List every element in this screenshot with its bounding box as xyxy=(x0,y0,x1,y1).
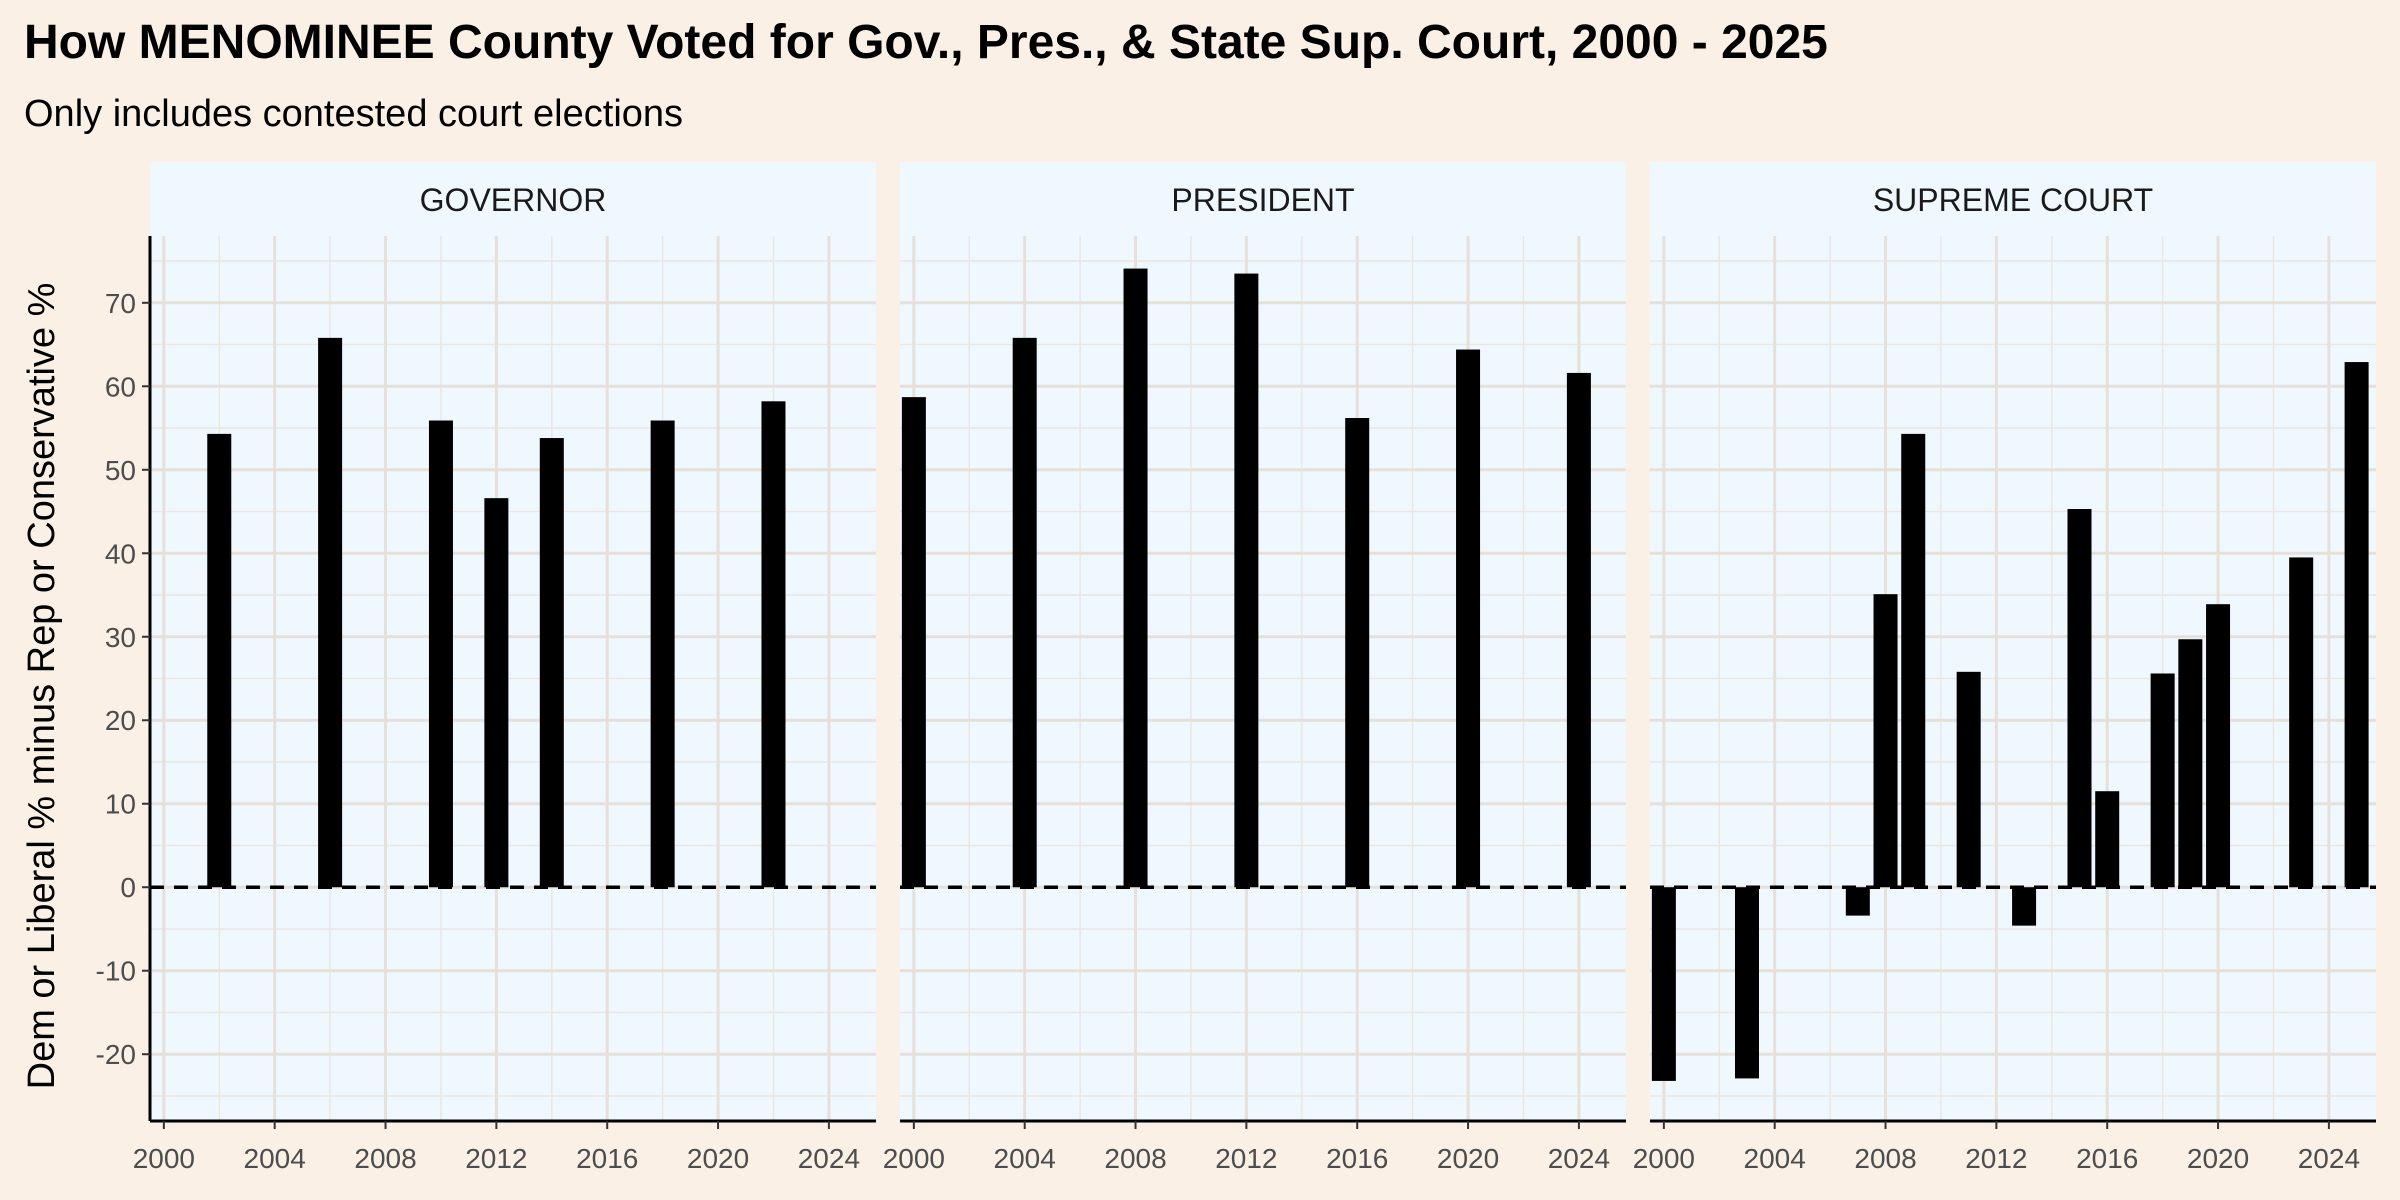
x-tick-label: 2016 xyxy=(1326,1143,1388,1174)
bar xyxy=(207,433,232,888)
bar xyxy=(1566,372,1591,888)
bar xyxy=(1456,349,1481,888)
x-tick-label: 2000 xyxy=(883,1143,945,1174)
bar xyxy=(2178,639,2203,888)
y-tick-label: 70 xyxy=(105,288,136,319)
facet-strip xyxy=(900,162,1626,236)
y-tick-label: 40 xyxy=(105,538,136,569)
x-tick-label: 2024 xyxy=(798,1143,860,1174)
x-tick-label: 2008 xyxy=(1854,1143,1916,1174)
y-axis-label: Dem or Liberal % minus Rep or Conservati… xyxy=(21,283,63,1090)
x-tick-label: 2004 xyxy=(244,1143,306,1174)
x-tick-label: 2024 xyxy=(2298,1143,2360,1174)
bar xyxy=(2150,673,2175,888)
bar xyxy=(2344,362,2369,888)
x-tick-label: 2020 xyxy=(687,1143,749,1174)
bar xyxy=(2067,509,2092,888)
bar xyxy=(1234,273,1259,888)
panel-president: PRESIDENT 2000 2004 2008 2012 2016 2020 2024 xyxy=(883,162,1626,1174)
bar xyxy=(1901,433,1926,888)
x-tick-label: 2004 xyxy=(994,1143,1056,1174)
facet-strip-label: SUPREME COURT xyxy=(1873,182,2153,218)
bar xyxy=(1651,887,1676,1081)
x-tick-label: 2000 xyxy=(133,1143,195,1174)
facet-strip-label: PRESIDENT xyxy=(1171,182,1354,218)
bar xyxy=(901,397,926,888)
y-tick-label: 10 xyxy=(105,789,136,820)
x-tick-label: 2008 xyxy=(1104,1143,1166,1174)
bar xyxy=(2095,791,2120,888)
y-tick-label: -10 xyxy=(96,956,136,987)
panels-layer: GOVERNOR 2000 2004 2008 2012 2016 2020 2024 -20 -… xyxy=(96,162,2376,1174)
chart-title: How MENOMINEE County Voted for Gov., Pre… xyxy=(24,16,1828,69)
bar xyxy=(539,438,564,888)
bar xyxy=(761,401,786,888)
panel-governor: GOVERNOR 2000 2004 2008 2012 2016 2020 2024 -20 -… xyxy=(96,162,876,1174)
bar xyxy=(1012,337,1037,888)
bar xyxy=(2289,557,2314,888)
bar xyxy=(1873,594,1898,888)
x-tick-label: 2016 xyxy=(576,1143,638,1174)
y-tick-label: 0 xyxy=(120,872,136,903)
chart-subtitle: Only includes contested court elections xyxy=(24,93,683,135)
x-tick-label: 2000 xyxy=(1633,1143,1695,1174)
x-tick-label: 2012 xyxy=(1215,1143,1277,1174)
y-tick-label: -20 xyxy=(96,1039,136,1070)
x-tick-label: 2012 xyxy=(1965,1143,2027,1174)
y-tick-label: 20 xyxy=(105,705,136,736)
facet-strip xyxy=(1650,162,2376,236)
bar xyxy=(484,498,509,888)
bar xyxy=(2206,604,2231,888)
y-tick-label: 30 xyxy=(105,622,136,653)
x-tick-label: 2004 xyxy=(1744,1143,1806,1174)
y-tick-label: 60 xyxy=(105,371,136,402)
x-tick-label: 2012 xyxy=(465,1143,527,1174)
panel-supreme-court: SUPREME COURT 2000 2004 2008 2012 2016 2020 202… xyxy=(1633,162,2376,1174)
y-tick-label: 50 xyxy=(105,455,136,486)
bar xyxy=(1956,671,1981,888)
x-tick-label: 2020 xyxy=(1437,1143,1499,1174)
facet-strip xyxy=(150,162,876,236)
bar xyxy=(1734,887,1759,1079)
bar xyxy=(1845,887,1870,916)
bar xyxy=(2012,887,2037,926)
bar xyxy=(650,420,675,888)
x-tick-label: 2020 xyxy=(2187,1143,2249,1174)
bar xyxy=(1123,268,1148,888)
x-tick-label: 2016 xyxy=(2076,1143,2138,1174)
x-tick-label: 2024 xyxy=(1548,1143,1610,1174)
bar xyxy=(1345,418,1370,888)
bar xyxy=(428,420,453,888)
facet-strip-label: GOVERNOR xyxy=(420,182,607,218)
bar xyxy=(318,337,343,888)
x-tick-label: 2008 xyxy=(354,1143,416,1174)
